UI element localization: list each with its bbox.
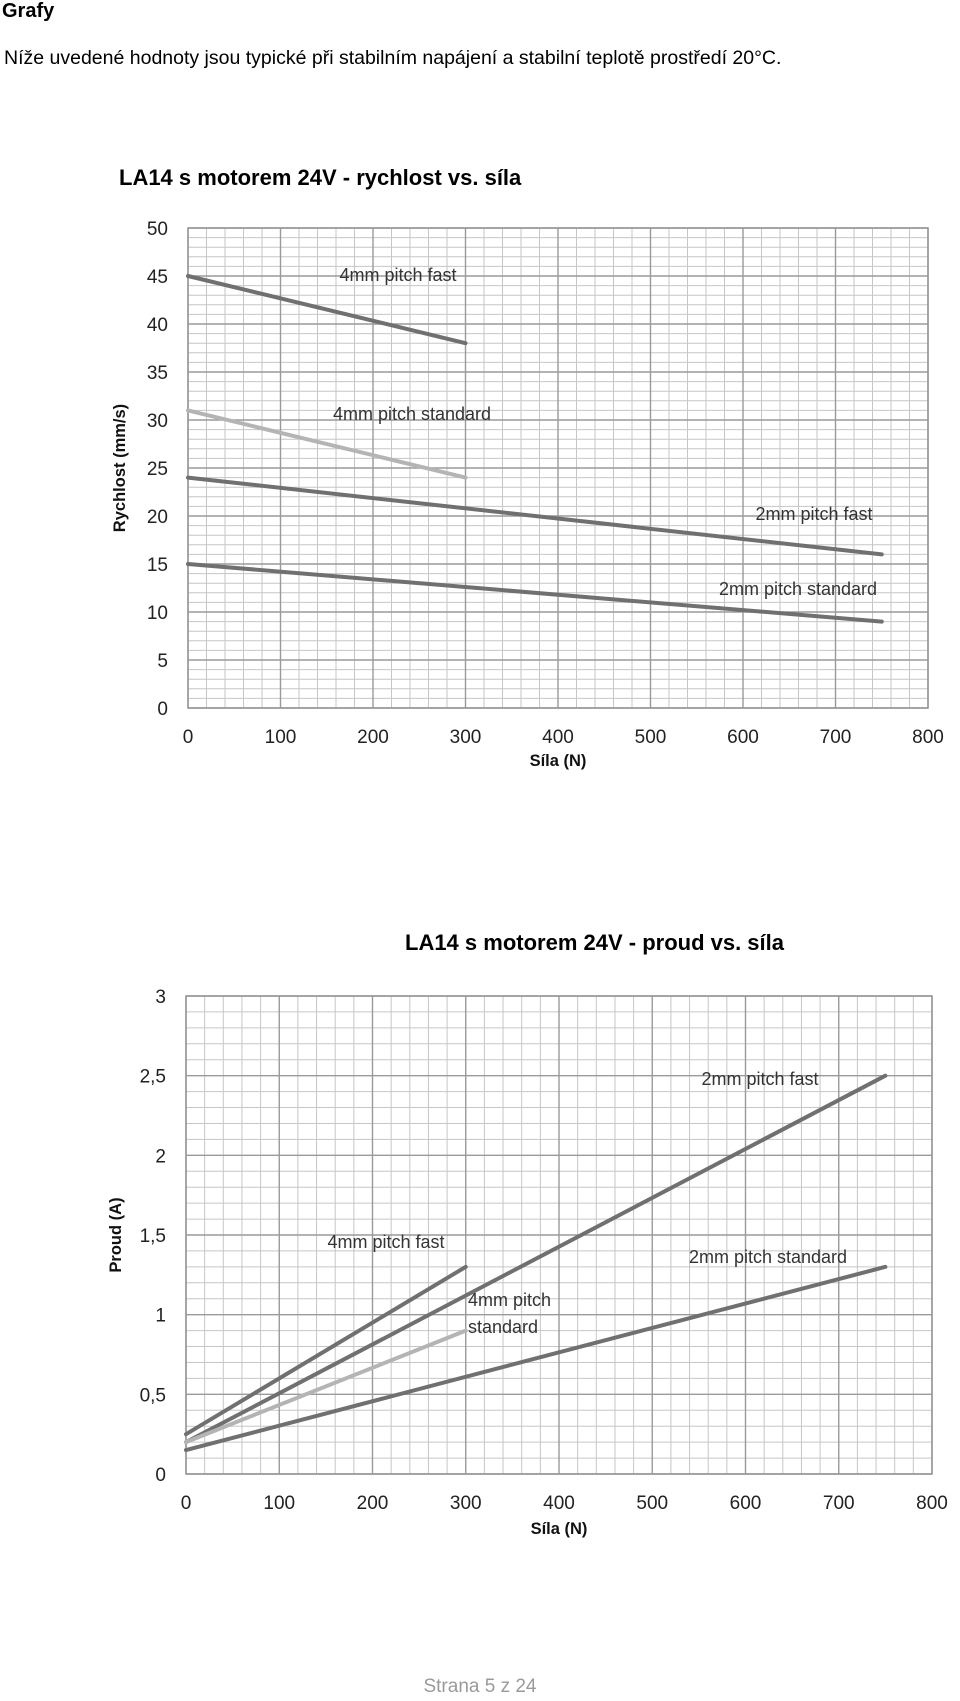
x-tick-label: 100 bbox=[265, 727, 297, 748]
y-tick-label: 35 bbox=[147, 363, 168, 384]
series-label: 2mm pitch standard bbox=[719, 579, 877, 599]
y-tick-label: 0 bbox=[157, 699, 168, 720]
series-label: 4mm pitch bbox=[468, 1290, 551, 1310]
y-tick-label: 15 bbox=[147, 555, 168, 576]
y-tick-label: 0,5 bbox=[140, 1385, 166, 1406]
x-tick-label: 800 bbox=[912, 727, 944, 748]
series-label: 2mm pitch fast bbox=[755, 504, 872, 524]
y-tick-label: 2,5 bbox=[140, 1067, 166, 1088]
chart-current-vs-force: 0 100 200 300 400 500 600 700 800 0 0,5 1 1,5 2 2,5 3 Sí… bbox=[107, 987, 948, 1538]
chart-title-current: LA14 s motorem 24V - proud vs. síla bbox=[405, 930, 785, 955]
y-tick-label: 10 bbox=[147, 603, 168, 624]
y-axis-label: Rychlost (mm/s) bbox=[111, 404, 129, 532]
intro-text: Níže uvedené hodnoty jsou typické při st… bbox=[4, 47, 782, 69]
series-line-4mm-pitch-standard bbox=[186, 408, 468, 480]
series-label: 2mm pitch fast bbox=[701, 1069, 818, 1089]
plot-frame bbox=[185, 995, 933, 1475]
x-tick-label: 200 bbox=[357, 1493, 389, 1514]
y-tick-label: 25 bbox=[147, 459, 168, 480]
x-tick-label: 600 bbox=[727, 727, 759, 748]
x-axis-label: Síla (N) bbox=[531, 1520, 588, 1538]
x-tick-label: 300 bbox=[450, 1493, 482, 1514]
x-tick-label: 400 bbox=[543, 1493, 575, 1514]
y-tick-label: 50 bbox=[147, 219, 168, 240]
x-tick-label: 200 bbox=[357, 727, 389, 748]
series-label: 4mm pitch fast bbox=[339, 265, 456, 285]
x-tick-label: 0 bbox=[183, 727, 194, 748]
y-tick-label: 40 bbox=[147, 315, 168, 336]
x-tick-label: 600 bbox=[730, 1493, 762, 1514]
series-line-2mm-pitch-standard bbox=[184, 1264, 888, 1453]
series-label: 2mm pitch standard bbox=[689, 1247, 847, 1267]
x-tick-label: 500 bbox=[636, 1493, 668, 1514]
chart-speed-vs-force: 0 100 200 300 400 500 600 700 800 0 5 10 15 20 25 30 35 4… bbox=[111, 219, 944, 770]
series-label: standard bbox=[468, 1317, 538, 1337]
x-tick-label: 0 bbox=[181, 1493, 192, 1514]
x-tick-label: 100 bbox=[263, 1493, 295, 1514]
page-heading: Grafy bbox=[2, 0, 55, 22]
series-line-2mm-pitch-standard bbox=[186, 562, 884, 624]
series-line-4mm-pitch-fast bbox=[184, 1264, 468, 1437]
x-tick-label: 700 bbox=[823, 1493, 855, 1514]
x-tick-label: 700 bbox=[820, 727, 852, 748]
y-tick-label: 30 bbox=[147, 411, 168, 432]
y-axis-label: Proud (A) bbox=[107, 1197, 125, 1272]
y-tick-label: 1,5 bbox=[140, 1226, 166, 1247]
y-tick-label: 45 bbox=[147, 267, 168, 288]
series-label: 4mm pitch fast bbox=[327, 1232, 444, 1252]
y-tick-label: 1 bbox=[155, 1306, 166, 1327]
x-tick-label: 800 bbox=[916, 1493, 948, 1514]
y-tick-label: 2 bbox=[155, 1146, 166, 1167]
y-tick-label: 0 bbox=[155, 1465, 166, 1486]
series-label: 4mm pitch standard bbox=[333, 404, 491, 424]
x-tick-label: 300 bbox=[450, 727, 482, 748]
x-tick-label: 400 bbox=[542, 727, 574, 748]
series-line-2mm-pitch-fast bbox=[186, 475, 884, 557]
series-line-4mm-pitch-fast bbox=[186, 274, 468, 346]
series-line-4mm-pitch-standard bbox=[184, 1328, 468, 1445]
plot-frame bbox=[187, 227, 929, 709]
chart-title-speed: LA14 s motorem 24V - rychlost vs. síla bbox=[119, 165, 522, 190]
x-axis-label: Síla (N) bbox=[530, 752, 587, 770]
page-number: Strana 5 z 24 bbox=[423, 1676, 537, 1697]
y-tick-label: 20 bbox=[147, 507, 168, 528]
y-tick-label: 3 bbox=[155, 987, 166, 1008]
y-tick-label: 5 bbox=[157, 651, 168, 672]
series-line-2mm-pitch-fast bbox=[184, 1073, 888, 1445]
x-tick-label: 500 bbox=[635, 727, 667, 748]
